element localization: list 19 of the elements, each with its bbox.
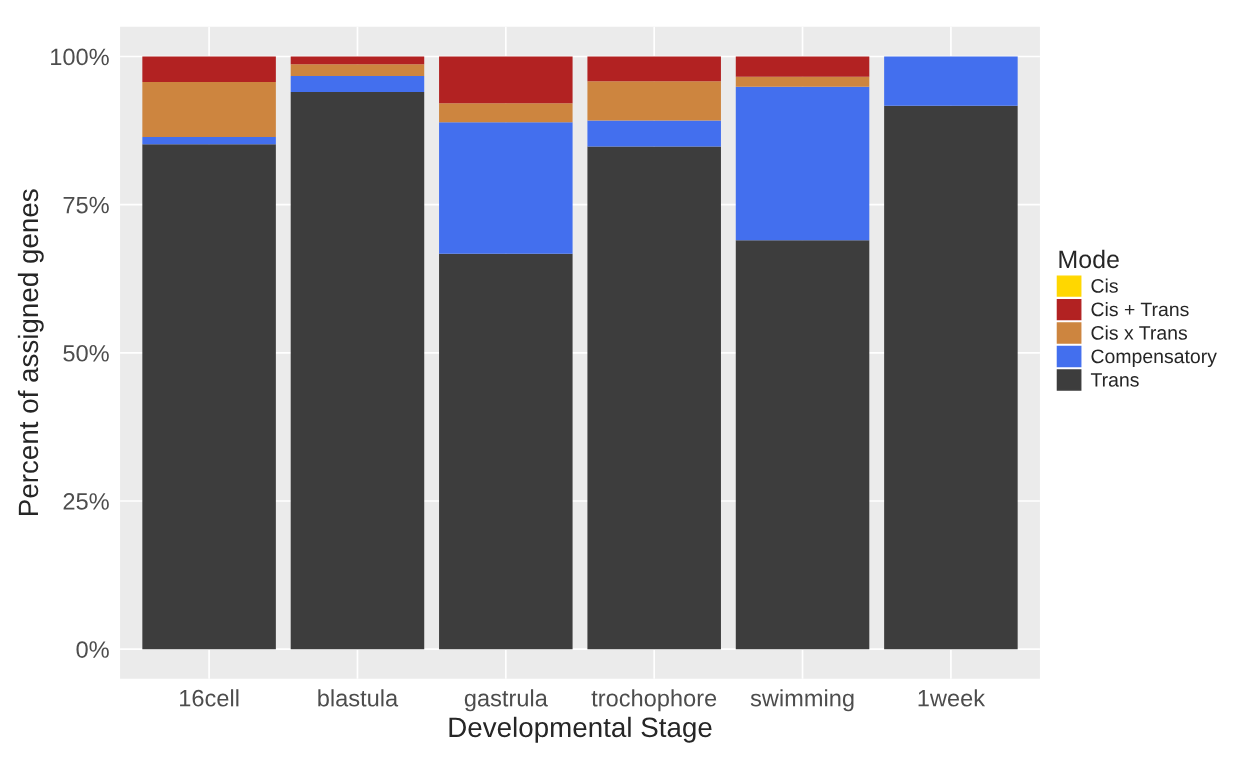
x-tick-label: swimming <box>750 689 854 712</box>
y-tick-label: 0% <box>76 641 109 658</box>
y-axis-title: Percent of assigned genes <box>17 189 44 515</box>
legend-title: Mode <box>1059 249 1119 269</box>
legend-label: Cis x Trans <box>1091 325 1188 340</box>
legend-label: Compensatory <box>1091 349 1217 368</box>
x-tick-label: 1week <box>918 689 986 707</box>
y-tick-label: 100% <box>51 48 109 66</box>
legend-label: Cis <box>1091 278 1118 293</box>
y-tick-label: 25% <box>63 493 109 510</box>
x-tick-label: blastula <box>318 689 399 707</box>
x-tick-label: gastrula <box>464 689 548 712</box>
legend-label: Cis + Trans <box>1091 302 1189 317</box>
y-tick-label: 75% <box>63 196 109 214</box>
x-tick-label: 16cell <box>180 689 239 707</box>
legend-label: Trans <box>1090 373 1139 387</box>
x-axis-title: Developmental Stage <box>449 716 712 743</box>
x-tick-label: trochophore <box>591 689 717 712</box>
y-tick-label: 50% <box>63 344 109 362</box>
